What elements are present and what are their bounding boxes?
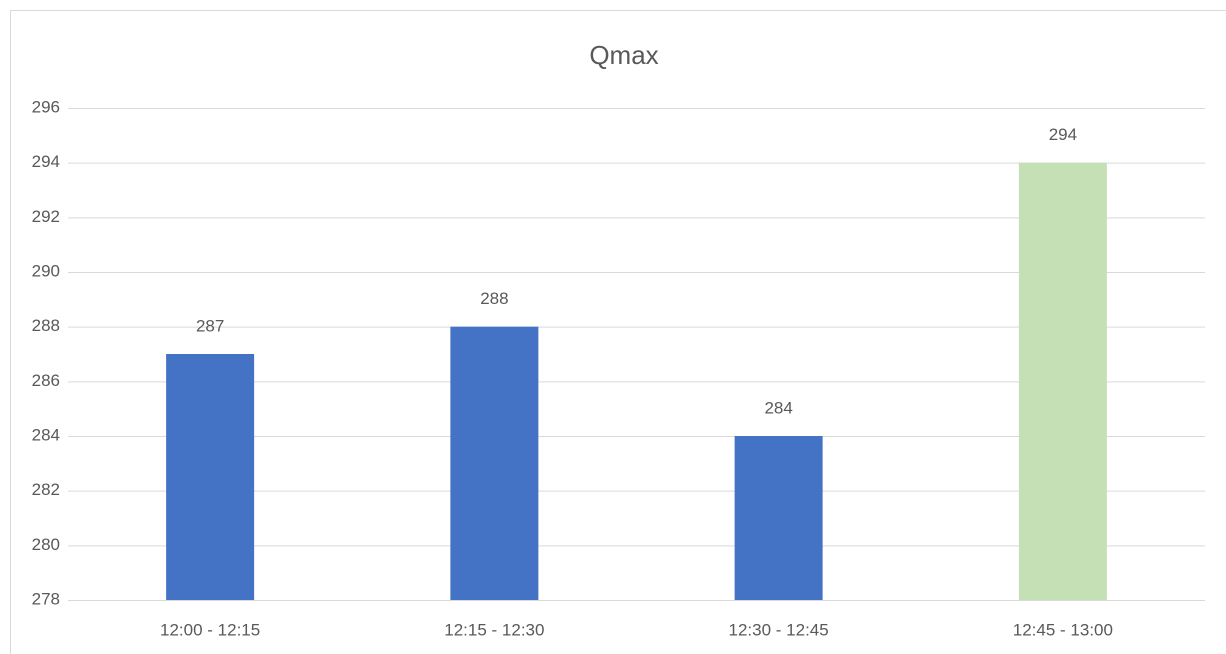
y-tick-label: 284 (32, 425, 60, 444)
data-label: 288 (480, 289, 508, 308)
y-tick-label: 288 (32, 316, 60, 335)
bar (734, 436, 823, 600)
y-tick-label: 286 (32, 371, 60, 390)
y-tick-label: 294 (32, 152, 60, 171)
data-label: 287 (196, 316, 224, 335)
bar (450, 326, 539, 600)
x-tick-label: 12:30 - 12:45 (729, 620, 829, 639)
y-tick-label: 282 (32, 480, 60, 499)
bar (1018, 162, 1107, 600)
y-tick-label: 290 (32, 261, 60, 280)
x-tick-label: 12:15 - 12:30 (444, 620, 544, 639)
y-tick-label: 278 (32, 589, 60, 608)
x-tick-label: 12:45 - 13:00 (1013, 620, 1113, 639)
data-label: 284 (764, 398, 792, 417)
data-label: 294 (1049, 125, 1077, 144)
bar (166, 354, 255, 600)
x-tick-label: 12:00 - 12:15 (160, 620, 260, 639)
y-tick-label: 280 (32, 535, 60, 554)
y-tick-label: 296 (32, 97, 60, 116)
chart-title: Qmax (589, 40, 658, 70)
y-tick-label: 292 (32, 207, 60, 226)
